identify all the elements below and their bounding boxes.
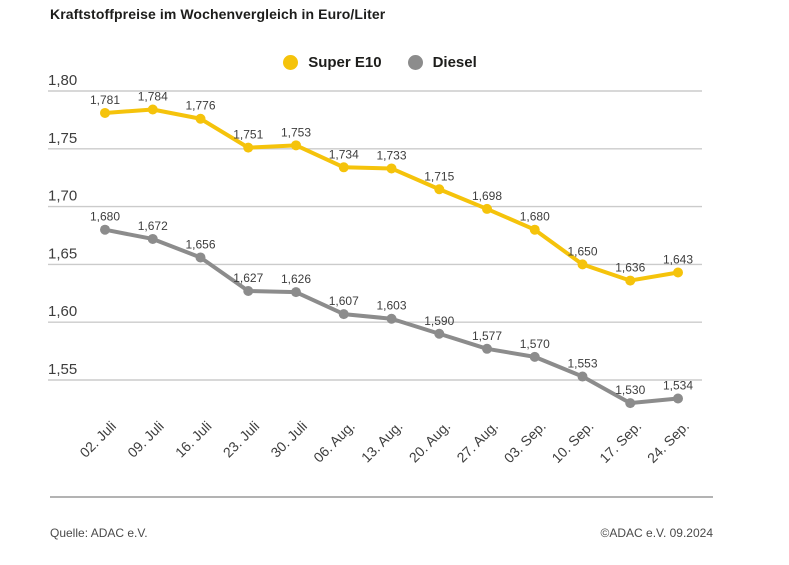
data-point-label-super-e10: 1,753	[281, 125, 311, 139]
data-point-label-super-e10: 1,733	[376, 148, 406, 162]
data-point-diesel	[482, 343, 492, 354]
legend: Super E10 Diesel	[0, 54, 760, 71]
data-point-label-diesel: 1,577	[472, 329, 502, 343]
line-chart: 1,80 1,75 1,70 1,65 1,60 1,55 1,781 1,784 1,776 1…	[48, 75, 702, 466]
data-point-label-diesel: 1,627	[233, 271, 263, 285]
data-point-label-super-e10: 1,715	[424, 169, 454, 183]
legend-item-super-e10: Super E10	[283, 54, 382, 71]
data-point-label-diesel: 1,603	[376, 299, 406, 313]
x-axis-tick-label: 06. Aug.	[310, 418, 358, 466]
legend-label-super-e10: Super E10	[308, 54, 382, 71]
data-point-label-diesel: 1,530	[615, 383, 645, 397]
data-point-diesel	[147, 233, 158, 244]
data-point-super-e10	[625, 275, 636, 286]
data-point-label-super-e10: 1,650	[567, 244, 597, 258]
data-point-super-e10	[243, 142, 254, 153]
data-point-super-e10	[529, 224, 540, 235]
data-point-super-e10	[386, 163, 397, 174]
legend-label-diesel: Diesel	[432, 54, 477, 71]
data-point-diesel	[243, 285, 254, 296]
data-point-label-super-e10: 1,776	[185, 99, 215, 113]
data-point-diesel	[577, 371, 588, 382]
data-point-super-e10	[434, 184, 445, 195]
y-axis-tick-label: 1,65	[48, 245, 77, 262]
x-axis-tick-label: 16. Juli	[172, 418, 215, 461]
data-point-label-super-e10: 1,734	[329, 147, 359, 161]
data-point-label-diesel: 1,607	[329, 294, 359, 308]
data-point-super-e10	[338, 162, 349, 173]
data-point-super-e10	[577, 259, 588, 270]
legend-item-diesel: Diesel	[407, 54, 477, 71]
data-point-super-e10	[195, 113, 206, 124]
x-axis-tick-label: 23. Juli	[220, 418, 263, 461]
data-point-super-e10	[673, 267, 683, 278]
x-axis-tick-label: 30. Juli	[267, 418, 310, 461]
data-point-label-diesel: 1,590	[424, 314, 454, 328]
x-axis-tick-label: 13. Aug.	[358, 418, 406, 466]
x-axis-tick-label: 24. Sep.	[644, 418, 692, 466]
data-point-diesel	[673, 393, 683, 404]
data-point-label-diesel: 1,672	[138, 219, 168, 233]
x-axis-tick-label: 02. Juli	[76, 418, 119, 461]
copyright-text: ©ADAC e.V. 09.2024	[600, 526, 713, 540]
data-point-diesel	[529, 351, 540, 362]
x-axis-tick-label: 10. Sep.	[548, 418, 596, 466]
data-point-label-super-e10: 1,751	[233, 128, 263, 142]
data-point-label-super-e10: 1,680	[520, 210, 550, 224]
data-point-label-super-e10: 1,636	[615, 261, 645, 275]
y-axis-tick-label: 1,75	[48, 130, 77, 147]
x-axis-tick-label: 17. Sep.	[596, 418, 644, 466]
super-e10-marker-icon	[283, 55, 299, 70]
x-axis-tick-label: 09. Juli	[124, 418, 167, 461]
data-point-super-e10	[482, 203, 492, 214]
data-point-label-diesel: 1,570	[520, 337, 550, 351]
data-point-label-super-e10: 1,784	[138, 89, 168, 103]
chart-title: Kraftstoffpreise im Wochenvergleich in E…	[50, 6, 386, 22]
data-point-diesel	[338, 309, 349, 320]
data-point-label-super-e10: 1,643	[663, 252, 693, 266]
x-axis-tick-label: 20. Aug.	[406, 418, 454, 466]
data-point-label-diesel: 1,626	[281, 272, 311, 286]
data-point-diesel	[100, 224, 110, 235]
x-axis-tick-label: 27. Aug.	[453, 418, 501, 466]
data-point-diesel	[625, 398, 636, 409]
data-point-label-super-e10: 1,698	[472, 189, 502, 203]
data-point-diesel	[291, 287, 301, 298]
data-point-label-diesel: 1,534	[663, 378, 693, 392]
y-axis-tick-label: 1,80	[48, 75, 77, 89]
data-point-diesel	[195, 252, 206, 263]
data-point-super-e10	[147, 104, 158, 115]
y-axis-tick-label: 1,60	[48, 303, 77, 320]
data-point-label-super-e10: 1,781	[90, 93, 120, 107]
source-text: Quelle: ADAC e.V.	[50, 526, 148, 540]
x-axis-tick-label: 03. Sep.	[501, 418, 549, 466]
data-point-diesel	[434, 328, 445, 339]
y-axis-tick-label: 1,55	[48, 361, 77, 378]
diesel-marker-icon	[407, 55, 423, 70]
data-point-super-e10	[100, 107, 110, 118]
data-point-label-diesel: 1,656	[185, 237, 215, 251]
y-axis-tick-label: 1,70	[48, 188, 77, 205]
data-point-diesel	[386, 313, 397, 324]
data-point-label-diesel: 1,553	[567, 357, 597, 371]
footer-divider	[50, 496, 713, 498]
data-point-label-diesel: 1,680	[90, 210, 120, 224]
data-point-super-e10	[291, 140, 301, 151]
